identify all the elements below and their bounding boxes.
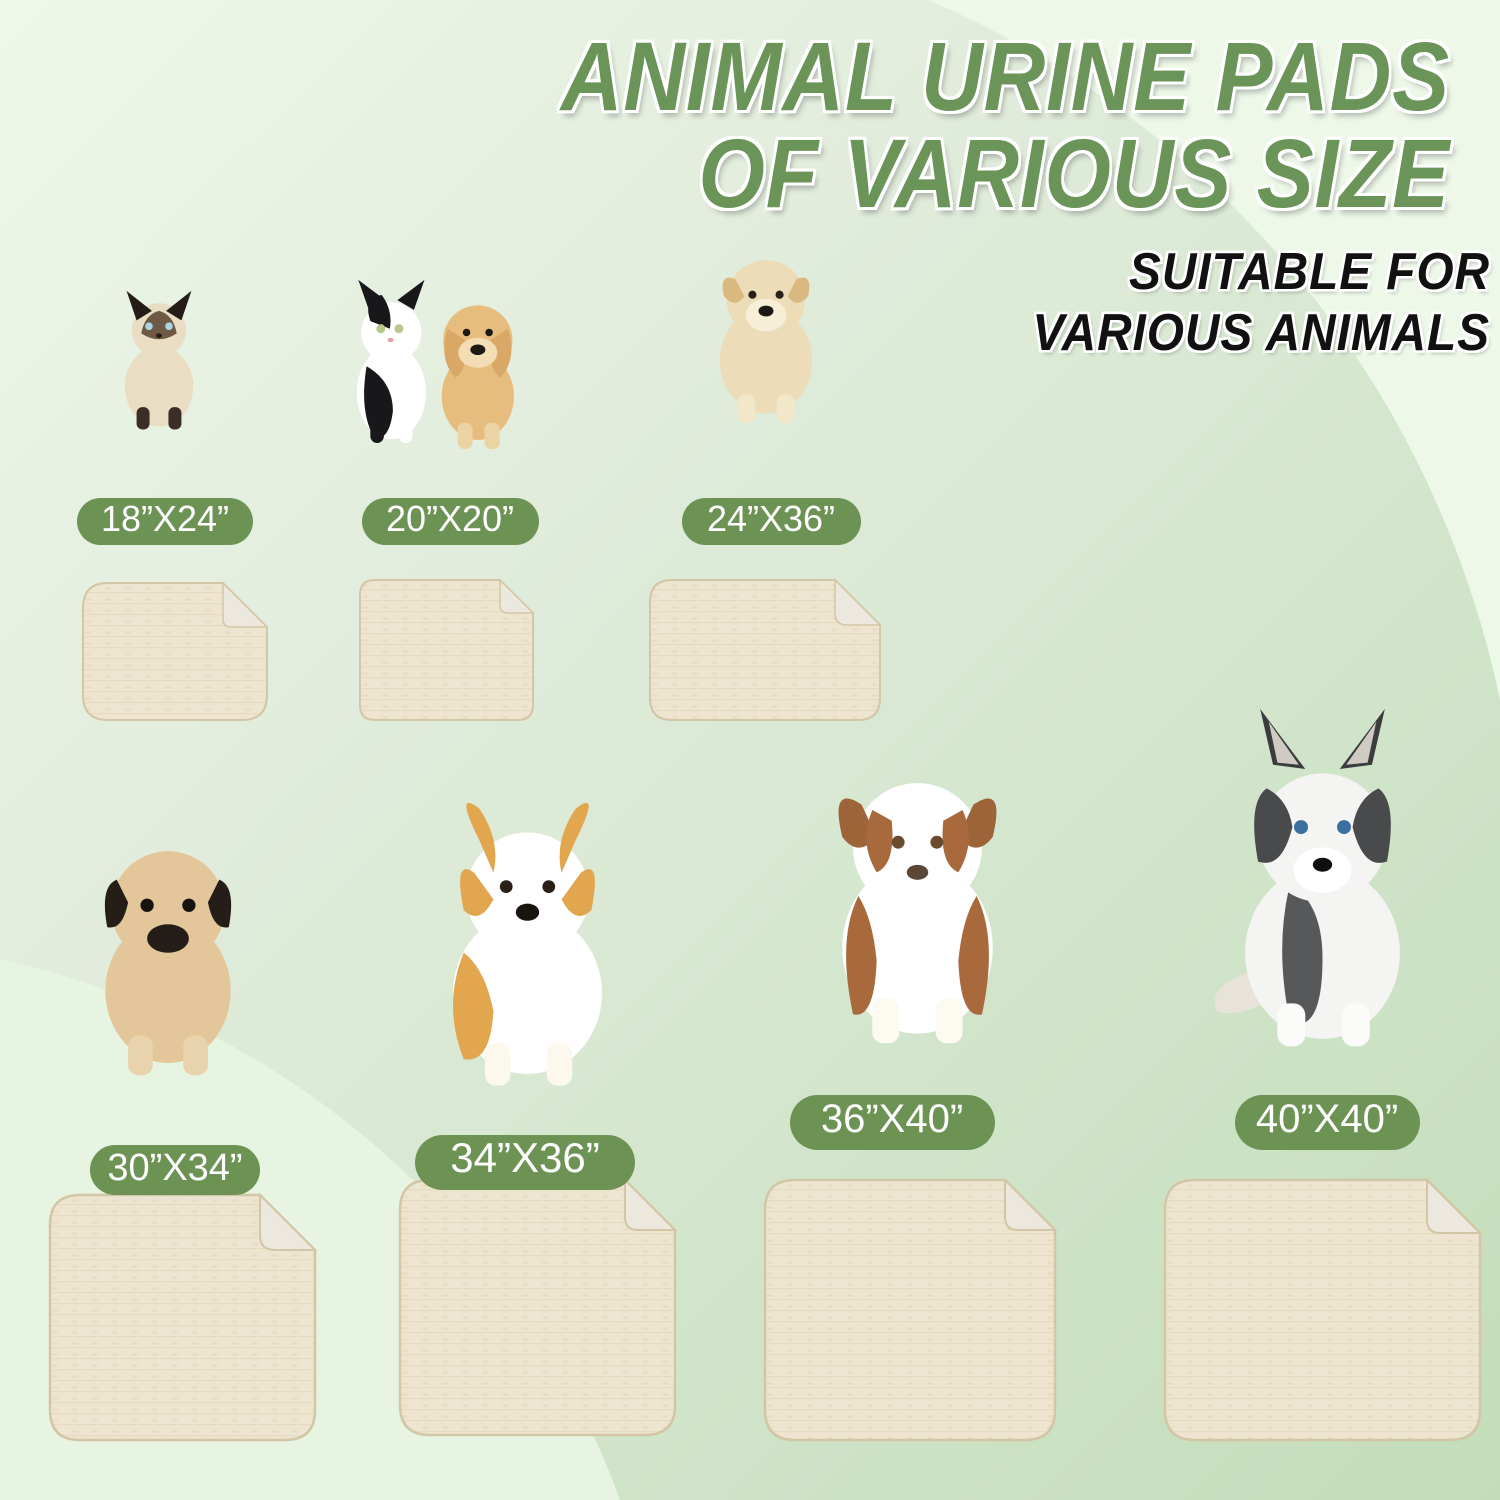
svg-text:24”X36”: 24”X36”	[707, 498, 835, 539]
svg-text:20”X20”: 20”X20”	[386, 498, 514, 539]
svg-text:36”X40”: 36”X40”	[821, 1097, 963, 1141]
svg-text:30”X34”: 30”X34”	[107, 1147, 242, 1189]
svg-text:40”X40”: 40”X40”	[1256, 1097, 1398, 1141]
svg-text:18”X24”: 18”X24”	[101, 498, 229, 539]
svg-text:34”X36”: 34”X36”	[450, 1134, 599, 1181]
